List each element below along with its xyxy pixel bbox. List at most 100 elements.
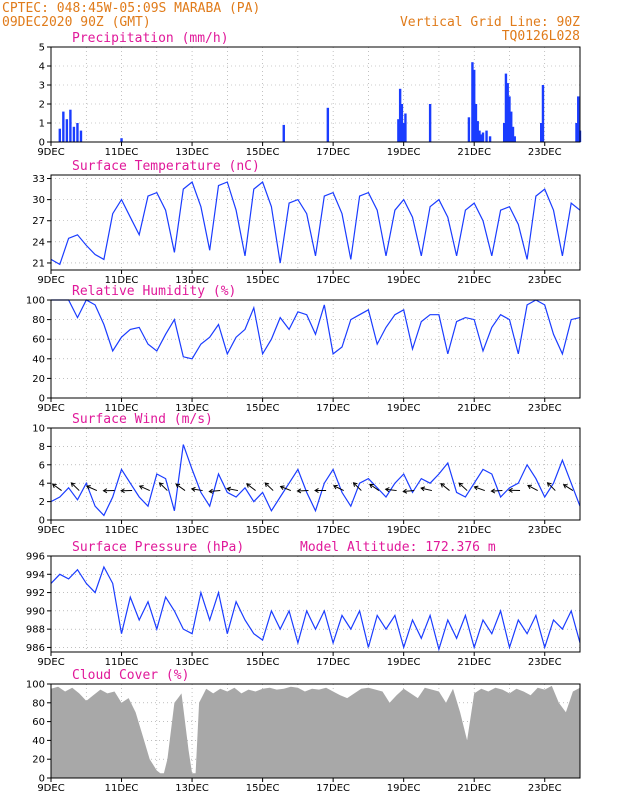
wind-panel: 0 2 4 6 8 10 9DEC 11DEC 13DEC 15DEC 17DEC 19DEC 21DE… bbox=[32, 412, 581, 536]
precipitation-bar bbox=[62, 111, 65, 142]
humidity-ytick-label: 100 bbox=[26, 296, 45, 307]
precipitation-ytick-label: 5 bbox=[39, 43, 45, 54]
wind-xtick-label: 23DEC bbox=[528, 525, 562, 536]
temperature-frame bbox=[50, 174, 581, 271]
humidity-frame bbox=[50, 299, 581, 399]
precipitation-bar bbox=[502, 123, 506, 142]
wind-arrow-head bbox=[420, 486, 426, 492]
wind-arrow-head bbox=[264, 482, 270, 487]
humidity-xtick-label: 11DEC bbox=[105, 403, 139, 414]
wind-xtick-label: 17DEC bbox=[316, 525, 350, 536]
wind-arrow bbox=[280, 486, 291, 492]
wind-xtick-label: 19DEC bbox=[387, 525, 421, 536]
wind-ytick-label: 2 bbox=[39, 497, 45, 508]
wind-xtick-label: 15DEC bbox=[246, 525, 280, 536]
precipitation-ytick-label: 4 bbox=[39, 62, 45, 73]
wind-arrow-head bbox=[440, 483, 445, 488]
wind-ytick-label: 10 bbox=[32, 424, 45, 435]
precipitation-xtick-label: 21DEC bbox=[457, 147, 491, 158]
precipitation-bar bbox=[488, 136, 492, 142]
temperature-xtick-label: 9DEC bbox=[37, 275, 64, 286]
wind-arrow-head bbox=[158, 482, 164, 487]
humidity-xtick-label: 17DEC bbox=[316, 403, 350, 414]
precipitation-xtick-label: 11DEC bbox=[105, 147, 139, 158]
wind-arrow bbox=[458, 482, 468, 491]
temperature-xtick-label: 13DEC bbox=[175, 275, 209, 286]
header-date: 09DEC2020 90Z (GMT) bbox=[2, 15, 151, 30]
precipitation-bar bbox=[513, 136, 516, 142]
precipitation-bar bbox=[397, 119, 400, 142]
cloud-cover-ytick-label: 0 bbox=[39, 774, 45, 785]
wind-arrow-head bbox=[138, 485, 144, 490]
temperature-title: Surface Temperature (nC) bbox=[72, 159, 260, 174]
precipitation-ytick-label: 1 bbox=[39, 119, 45, 130]
precipitation-bar bbox=[398, 88, 402, 142]
cloud-cover-ytick-label: 60 bbox=[32, 717, 45, 728]
temperature-xtick-label: 23DEC bbox=[528, 275, 562, 286]
wind-arrow-head bbox=[175, 483, 181, 488]
precipitation-bar bbox=[506, 83, 509, 142]
pressure-frame bbox=[50, 555, 581, 653]
precipitation-bar bbox=[473, 69, 476, 142]
wind-arrow-head bbox=[314, 488, 319, 494]
precipitation-bar bbox=[428, 104, 432, 142]
precipitation-bar bbox=[402, 123, 405, 142]
wind-arrow-head bbox=[226, 486, 232, 492]
humidity-xtick-label: 21DEC bbox=[457, 403, 491, 414]
precipitation-bar bbox=[480, 134, 483, 142]
humidity-xtick-label: 15DEC bbox=[246, 403, 280, 414]
pressure-series-line bbox=[50, 565, 581, 652]
pressure-xtick-label: 17DEC bbox=[316, 657, 350, 668]
wind-arrow bbox=[440, 483, 450, 491]
precipitation-bar bbox=[485, 130, 488, 142]
wind-arrow bbox=[159, 482, 168, 491]
precipitation-xtick-label: 17DEC bbox=[316, 147, 350, 158]
wind-arrow-head bbox=[246, 483, 251, 488]
precipitation-bar bbox=[481, 132, 485, 142]
precipitation-bar bbox=[282, 124, 285, 142]
temperature-xtick-label: 21DEC bbox=[457, 275, 491, 286]
wind-arrow bbox=[246, 483, 256, 491]
header-model-id: TQ0126L028 bbox=[502, 29, 580, 44]
wind-arrow-head bbox=[490, 488, 496, 494]
wind-arrow bbox=[353, 482, 362, 491]
pressure-ytick-label: 988 bbox=[26, 625, 45, 636]
wind-arrow-head bbox=[190, 486, 196, 492]
wind-arrow-head bbox=[332, 484, 338, 490]
wind-arrow bbox=[333, 485, 344, 492]
precipitation-bar bbox=[326, 107, 330, 142]
cloud-cover-ytick-label: 100 bbox=[26, 680, 45, 691]
pressure-xtick-label: 19DEC bbox=[387, 657, 421, 668]
pressure-ytick-label: 986 bbox=[26, 643, 45, 654]
precipitation-panel: 0 1 2 3 4 5 9DEC 11DEC 13DEC 15DEC 17DEC 19DEC 21DEC… bbox=[37, 31, 582, 158]
precipitation-bar bbox=[79, 130, 83, 142]
humidity-title: Relative Humidity (%) bbox=[72, 284, 236, 299]
wind-arrow-head bbox=[369, 483, 374, 489]
temperature-panel: 21 24 27 30 33 9DEC 11DEC 13DEC 15DEC 17DEC 19DEC 2… bbox=[32, 159, 581, 286]
cloud-cover-xtick-label: 9DEC bbox=[37, 783, 64, 794]
pressure-ytick-label: 992 bbox=[26, 588, 45, 599]
wind-arrow bbox=[70, 482, 80, 491]
cloud-cover-xtick-label: 11DEC bbox=[105, 783, 139, 794]
wind-arrow bbox=[403, 490, 415, 492]
cloud-cover-xtick-label: 21DEC bbox=[457, 783, 491, 794]
pressure-title: Surface Pressure (hPa) bbox=[72, 540, 244, 555]
pressure-xtick-label: 11DEC bbox=[105, 657, 139, 668]
wind-xtick-label: 11DEC bbox=[105, 525, 139, 536]
cloud-cover-ytick-label: 20 bbox=[32, 755, 45, 766]
wind-ytick-label: 0 bbox=[39, 516, 45, 527]
wind-arrow bbox=[209, 490, 221, 493]
precipitation-bar bbox=[508, 96, 511, 142]
humidity-ytick-label: 0 bbox=[39, 394, 45, 405]
temperature-ytick-label: 27 bbox=[32, 216, 45, 227]
wind-arrow-head bbox=[352, 482, 358, 487]
wind-ytick-label: 6 bbox=[39, 460, 45, 471]
pressure-xtick-label: 21DEC bbox=[457, 657, 491, 668]
precipitation-bar bbox=[76, 123, 79, 142]
wind-arrow bbox=[86, 485, 98, 492]
temperature-ytick-label: 33 bbox=[32, 174, 45, 185]
pressure-panel: 986 988 990 992 994 996 9DEC 11DEC 13DEC 15DEC 17D… bbox=[26, 540, 581, 668]
wind-arrow bbox=[385, 488, 397, 492]
cloud-cover-xtick-label: 23DEC bbox=[528, 783, 562, 794]
